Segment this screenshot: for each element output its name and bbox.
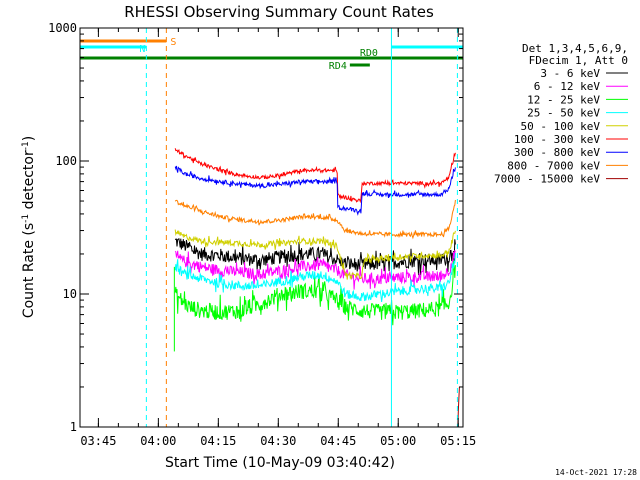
flag-bars: S N RD0 RD4	[80, 37, 463, 72]
date-stamp: 14-Oct-2021 17:28	[555, 468, 637, 477]
x-tick-label: 04:45	[320, 434, 356, 448]
flag-label: N	[139, 44, 145, 55]
y-tick-label: 10	[63, 287, 77, 301]
flag-label: RD4	[329, 61, 347, 72]
series-group	[173, 148, 460, 428]
y-label-sup2: -1	[21, 141, 31, 150]
legend-label: 7000 - 15000 keV	[494, 173, 600, 186]
series-line	[174, 199, 456, 240]
legend-label: 800 - 7000 keV	[507, 159, 600, 172]
flag-label: RD0	[360, 48, 378, 59]
y-label-end: )	[21, 136, 37, 141]
x-tick-label: 04:30	[260, 434, 296, 448]
y-tick-label: 1000	[48, 21, 77, 35]
legend-label: 25 - 50 keV	[527, 107, 600, 120]
legend-label: 6 - 12 keV	[534, 80, 601, 93]
legend-label: 12 - 25 keV	[527, 93, 600, 106]
legend-label: 50 - 100 keV	[521, 120, 601, 133]
series-line	[174, 148, 456, 204]
series-line	[174, 229, 456, 280]
legend: Det 1,3,4,5,6,9,FDecim 1, Att 03 - 6 keV…	[494, 42, 628, 186]
y-label-main: Count Rate (s	[21, 223, 37, 318]
y-tick-label: 100	[55, 154, 77, 168]
flag-label: S	[170, 37, 176, 48]
series-line	[174, 250, 456, 290]
series-line	[174, 260, 456, 326]
chart-title: RHESSI Observing Summary Count Rates	[124, 3, 434, 21]
y-label-sup1: -1	[21, 214, 31, 223]
y-axis-label: Count Rate (s-1 detector-1)	[21, 136, 37, 318]
legend-header: Det 1,3,4,5,6,9,	[522, 42, 628, 55]
x-tick-label: 05:00	[380, 434, 416, 448]
y-tick-label: 1	[70, 420, 77, 434]
y-label-mid: detector	[21, 150, 37, 214]
plot-frame	[79, 27, 464, 428]
legend-label: 3 - 6 keV	[540, 67, 600, 80]
axes: 1 10 100 1000 03:45 04:00 04:15 04:30 04:45 05:00…	[48, 21, 476, 448]
x-tick-label: 04:15	[200, 434, 236, 448]
x-tick-label: 03:45	[80, 434, 116, 448]
x-tick-label: 04:00	[140, 434, 176, 448]
legend-label: 100 - 300 keV	[514, 133, 600, 146]
event-lines	[79, 28, 458, 427]
legend-header: FDecim 1, Att 0	[529, 54, 628, 67]
series-line	[174, 165, 456, 216]
x-axis-label: Start Time (10-May-09 03:40:42)	[165, 455, 395, 471]
x-tick-label: 05:15	[440, 434, 476, 448]
series-line	[174, 252, 456, 302]
series-line	[174, 237, 456, 276]
legend-label: 300 - 800 keV	[514, 146, 600, 159]
